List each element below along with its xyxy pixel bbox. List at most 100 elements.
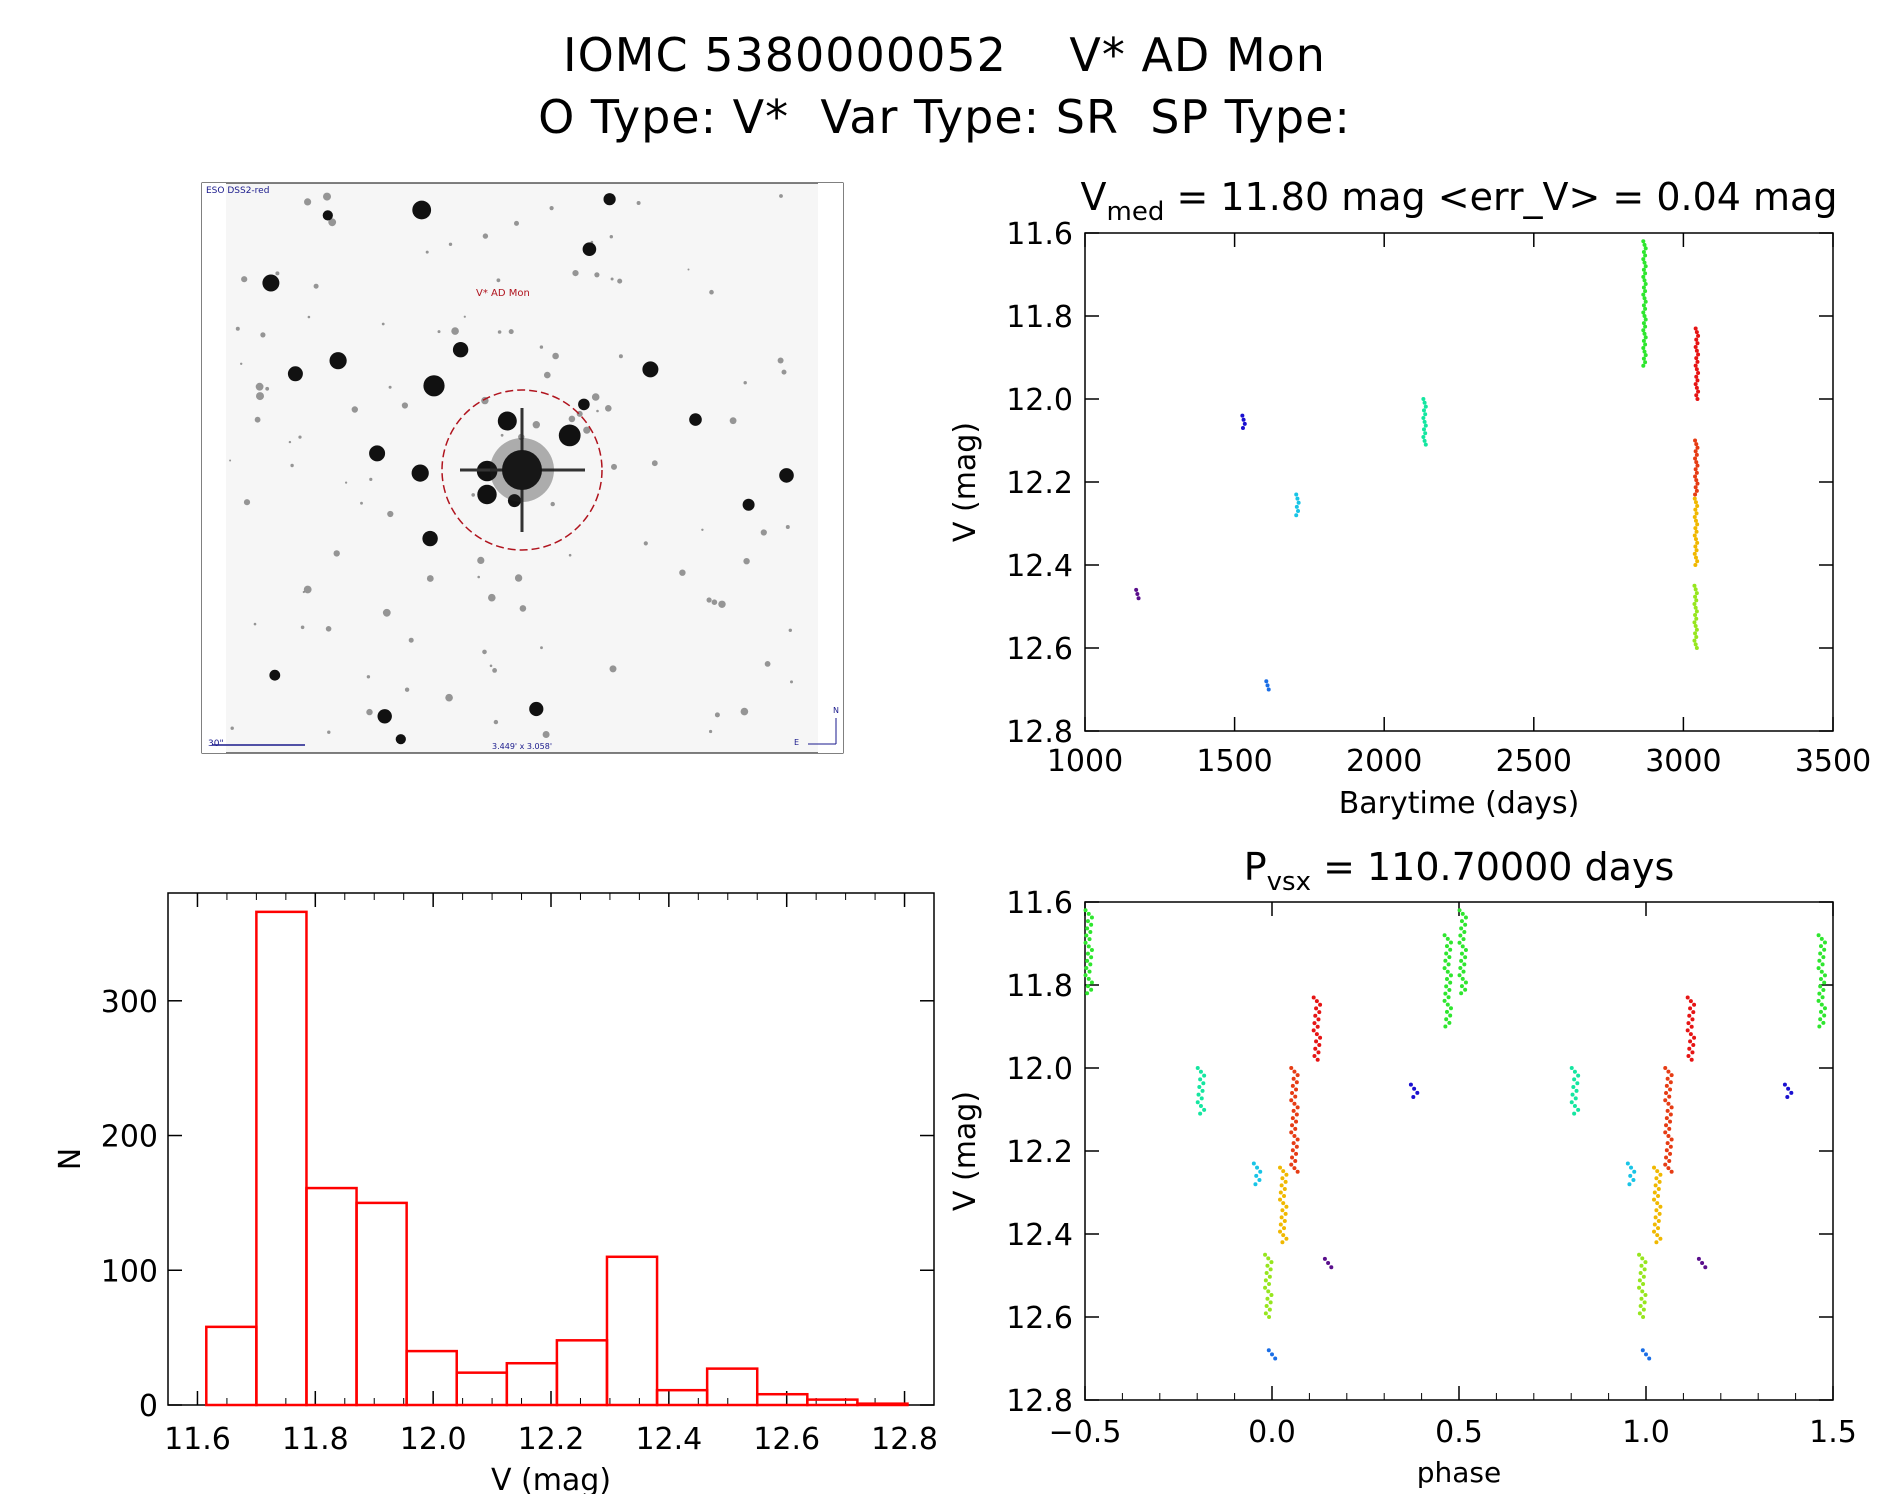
star bbox=[325, 626, 332, 632]
data-point bbox=[1663, 1130, 1668, 1135]
data-point bbox=[1198, 1069, 1203, 1074]
star bbox=[711, 599, 718, 605]
data-point bbox=[1694, 348, 1699, 353]
data-point bbox=[1457, 940, 1462, 945]
star bbox=[288, 440, 292, 444]
star bbox=[701, 528, 704, 531]
data-point bbox=[1642, 349, 1647, 354]
star bbox=[572, 270, 579, 277]
data-point bbox=[1314, 999, 1319, 1004]
histogram-bar bbox=[255, 910, 308, 1407]
star bbox=[253, 622, 257, 626]
data-point bbox=[1627, 1182, 1632, 1187]
y-tick-label: 12.4 bbox=[1006, 1218, 1073, 1253]
data-point bbox=[1264, 1304, 1269, 1309]
y-tick-label: 12.6 bbox=[1006, 1301, 1073, 1336]
data-point bbox=[1655, 1169, 1660, 1174]
histogram-chart: 11.6 11.8 12.0 12.2 12.4 12.6 12.8 0 100 200 300 V … bbox=[53, 892, 938, 1494]
data-point bbox=[1282, 1194, 1287, 1199]
data-point bbox=[1575, 1081, 1580, 1086]
data-point bbox=[1692, 1035, 1697, 1040]
star bbox=[448, 242, 453, 246]
data-point bbox=[1570, 1092, 1575, 1097]
y-axis-label: N bbox=[53, 1148, 88, 1170]
histogram-bar bbox=[205, 1325, 258, 1407]
star bbox=[788, 628, 792, 632]
star bbox=[706, 597, 712, 603]
data-point bbox=[1447, 955, 1452, 960]
data-point bbox=[1669, 1073, 1674, 1078]
data-point bbox=[1283, 1211, 1288, 1216]
star bbox=[609, 665, 617, 673]
data-point bbox=[1694, 385, 1699, 390]
data-point bbox=[1311, 995, 1316, 1000]
y-tick-label: 300 bbox=[101, 985, 158, 1020]
x-tick-label: 1.0 bbox=[1622, 1415, 1670, 1450]
data-point bbox=[1694, 635, 1699, 640]
data-point bbox=[1291, 1076, 1296, 1081]
y-tick-label: 11.8 bbox=[1006, 300, 1073, 335]
data-point bbox=[1083, 940, 1088, 945]
data-point bbox=[1572, 1104, 1577, 1109]
data-point bbox=[1459, 984, 1464, 989]
data-point bbox=[1639, 1296, 1644, 1301]
data-point bbox=[1652, 1197, 1657, 1202]
data-point bbox=[1316, 1017, 1321, 1022]
data-point bbox=[1641, 346, 1646, 351]
data-point bbox=[1311, 1028, 1316, 1033]
data-point bbox=[1572, 1111, 1577, 1116]
data-point bbox=[1317, 1010, 1322, 1015]
data-point bbox=[1258, 1169, 1263, 1174]
data-point bbox=[1642, 278, 1647, 283]
data-point bbox=[1571, 1085, 1576, 1090]
star bbox=[328, 218, 337, 227]
data-point bbox=[1693, 526, 1698, 531]
data-point bbox=[1089, 922, 1094, 927]
data-point bbox=[1687, 1013, 1692, 1018]
data-point bbox=[1200, 1088, 1205, 1093]
data-point bbox=[1086, 976, 1091, 981]
data-point bbox=[1656, 1186, 1661, 1191]
data-point bbox=[1643, 360, 1648, 365]
data-point bbox=[1685, 995, 1690, 1000]
data-point bbox=[1294, 1151, 1299, 1156]
star bbox=[497, 330, 502, 334]
data-point bbox=[1422, 438, 1427, 443]
data-point bbox=[1294, 504, 1299, 509]
compass-east: E bbox=[794, 738, 799, 747]
y-axis-label: V (mag) bbox=[948, 422, 983, 542]
data-point bbox=[1201, 1081, 1206, 1086]
data-point bbox=[1421, 416, 1426, 421]
data-point bbox=[1445, 936, 1450, 941]
data-point bbox=[1669, 1137, 1674, 1142]
star bbox=[568, 553, 572, 557]
data-point bbox=[1463, 922, 1468, 927]
data-point bbox=[1668, 1087, 1673, 1092]
data-point bbox=[1279, 1215, 1284, 1220]
star bbox=[323, 192, 331, 201]
x-tick-label: 0.0 bbox=[1248, 1415, 1296, 1450]
star bbox=[583, 426, 591, 434]
data-point bbox=[1289, 1162, 1294, 1167]
data-point bbox=[1656, 1218, 1661, 1223]
star bbox=[500, 433, 504, 437]
data-point bbox=[1266, 1289, 1271, 1294]
data-point bbox=[1640, 1289, 1645, 1294]
data-point bbox=[1638, 1271, 1643, 1276]
data-point bbox=[1295, 1073, 1300, 1078]
data-point bbox=[1641, 321, 1646, 326]
data-point bbox=[1448, 980, 1453, 985]
data-point bbox=[1282, 1218, 1287, 1223]
data-point bbox=[1421, 435, 1426, 440]
data-point bbox=[1822, 980, 1827, 985]
data-point bbox=[1463, 980, 1468, 985]
data-point bbox=[1293, 1126, 1298, 1131]
data-point bbox=[1202, 1073, 1207, 1078]
x-tick-label: 1500 bbox=[1196, 744, 1272, 779]
data-point bbox=[1641, 1282, 1646, 1287]
data-point bbox=[1574, 1088, 1579, 1093]
data-point bbox=[1695, 397, 1700, 401]
star bbox=[477, 556, 485, 565]
data-point bbox=[1653, 1215, 1658, 1220]
x-tick-label: 1000 bbox=[1047, 744, 1123, 779]
